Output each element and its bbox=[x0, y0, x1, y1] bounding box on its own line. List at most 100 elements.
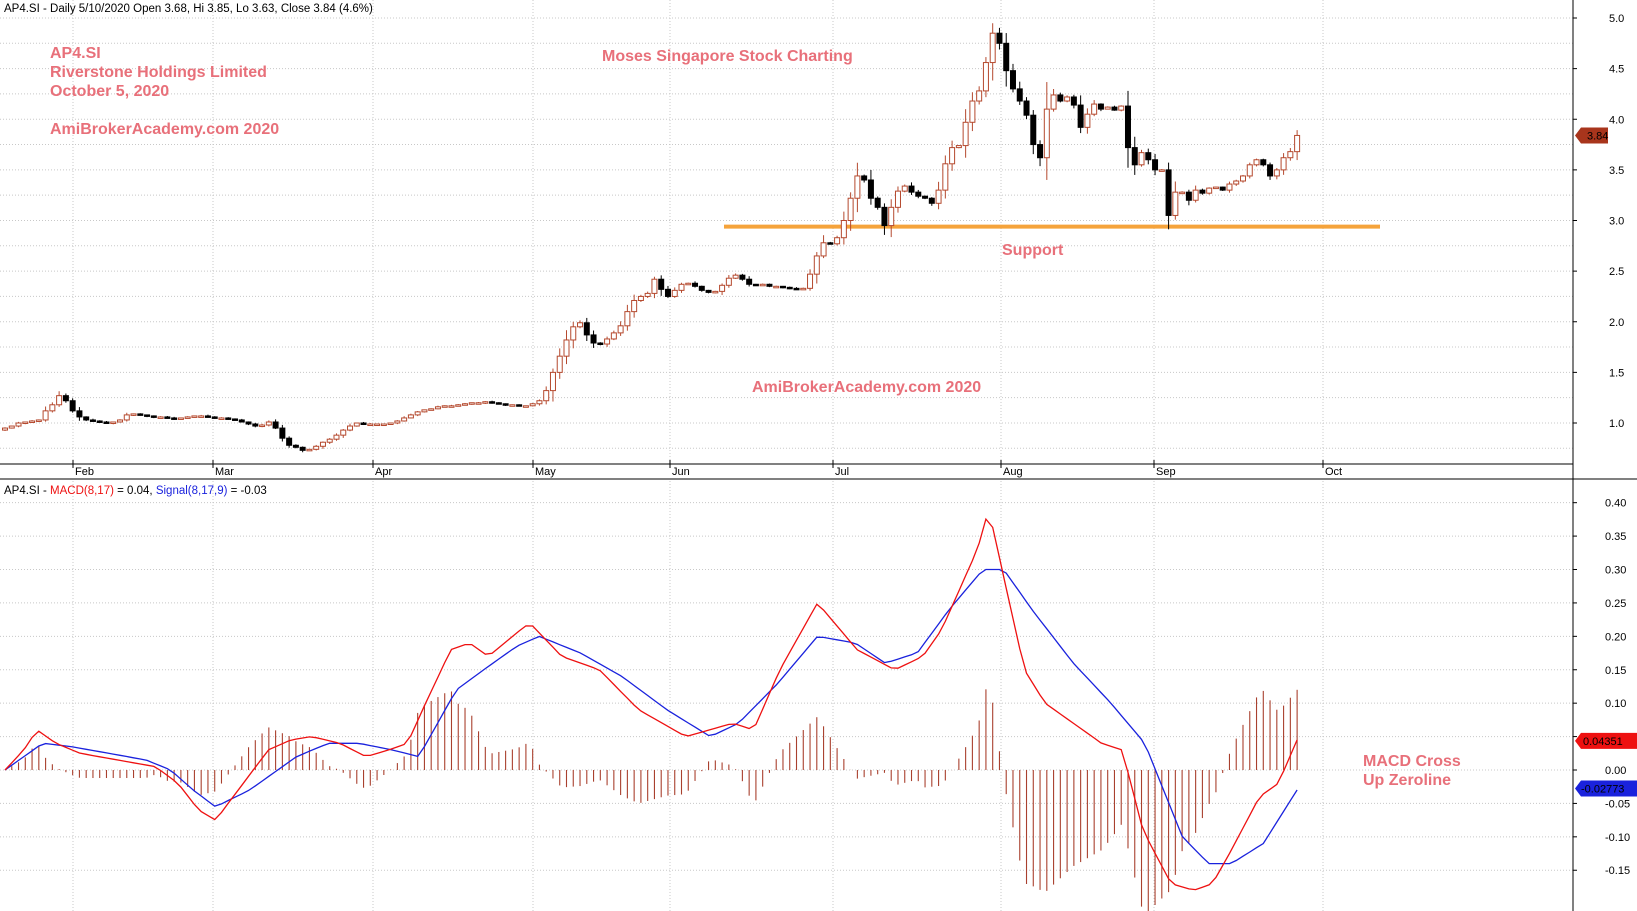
candle bbox=[631, 294, 638, 318]
candlestick-series bbox=[2, 23, 1301, 453]
candle bbox=[164, 416, 171, 419]
candle bbox=[1077, 95, 1084, 134]
candle bbox=[1294, 130, 1301, 161]
candle bbox=[644, 291, 651, 298]
candle bbox=[935, 181, 942, 210]
price-y-tick-label: 4.0 bbox=[1609, 114, 1624, 126]
candle bbox=[76, 407, 83, 421]
candle bbox=[191, 415, 198, 418]
macd-y-tick-label: 0.25 bbox=[1605, 598, 1626, 610]
candle bbox=[786, 286, 793, 290]
candle bbox=[259, 423, 266, 428]
last-price-label: 3.84 bbox=[1587, 130, 1608, 142]
macd-header-signal-value: = -0.03 bbox=[227, 485, 266, 497]
macd-y-tick-label: 0.20 bbox=[1605, 631, 1626, 643]
signal-line bbox=[4, 568, 1298, 865]
candle bbox=[1097, 103, 1104, 112]
candle bbox=[1009, 63, 1016, 93]
candle bbox=[1185, 189, 1192, 206]
price-grid bbox=[0, 0, 1573, 464]
x-tick-label: Aug bbox=[1003, 466, 1023, 478]
macd-grid bbox=[0, 481, 1573, 911]
macd-y-tick-label: 0.40 bbox=[1605, 498, 1626, 510]
candle bbox=[198, 414, 205, 418]
candle bbox=[468, 402, 475, 405]
candle bbox=[583, 317, 590, 342]
price-header: AP4.SI - Daily 5/10/2020 Open 3.68, Hi 3… bbox=[4, 3, 373, 15]
candle bbox=[840, 211, 847, 245]
candle bbox=[502, 403, 509, 406]
candle bbox=[347, 423, 354, 432]
candle bbox=[1131, 136, 1138, 175]
macd-y-tick-label: 0.00 bbox=[1605, 765, 1626, 777]
candle bbox=[1070, 94, 1077, 109]
candle bbox=[908, 182, 915, 195]
candle bbox=[1152, 153, 1159, 176]
price-y-tick-label: 4.5 bbox=[1609, 64, 1624, 76]
x-tick-label: Mar bbox=[215, 466, 234, 478]
macd-y-tick-label: -0.15 bbox=[1605, 865, 1630, 877]
x-tick-label: Jun bbox=[672, 466, 690, 478]
candle bbox=[658, 275, 665, 296]
candle bbox=[834, 235, 841, 246]
candle bbox=[2, 427, 8, 431]
signal-value-label: -0.02773 bbox=[1581, 784, 1624, 796]
candle bbox=[678, 282, 685, 293]
candle bbox=[184, 416, 191, 419]
macd-y-tick-label: 0.15 bbox=[1605, 665, 1626, 677]
candle bbox=[326, 438, 333, 445]
candle bbox=[827, 241, 834, 245]
candle bbox=[874, 196, 881, 210]
candle bbox=[915, 189, 922, 199]
candle bbox=[96, 420, 103, 423]
candle bbox=[89, 418, 96, 422]
macd-y-tick-label: -0.05 bbox=[1605, 798, 1630, 810]
price-y-tick-label: 1.0 bbox=[1609, 418, 1624, 430]
candle bbox=[1064, 95, 1071, 103]
candle bbox=[434, 405, 441, 410]
price-y-tick-label: 3.0 bbox=[1609, 216, 1624, 228]
candle bbox=[664, 285, 671, 299]
candle bbox=[117, 419, 124, 423]
candle bbox=[238, 418, 245, 423]
candle bbox=[455, 404, 462, 407]
candle bbox=[1260, 158, 1267, 167]
candle bbox=[401, 416, 408, 422]
candle bbox=[171, 416, 178, 420]
candle bbox=[1118, 105, 1125, 112]
candle bbox=[299, 446, 306, 453]
candle bbox=[319, 441, 326, 449]
candle bbox=[380, 423, 387, 427]
candle bbox=[955, 145, 962, 149]
candle bbox=[22, 421, 29, 425]
candle bbox=[1043, 82, 1050, 180]
candle bbox=[732, 273, 739, 279]
candle bbox=[746, 276, 753, 287]
x-tick-label: Oct bbox=[1325, 466, 1342, 478]
annotation-ticker: AP4.SI bbox=[50, 45, 101, 62]
candle bbox=[1192, 185, 1199, 203]
annotation-macd-cross: MACD Cross bbox=[1363, 753, 1461, 770]
candle bbox=[888, 199, 895, 238]
candle bbox=[597, 342, 604, 346]
candle bbox=[15, 421, 22, 428]
candle bbox=[1111, 105, 1118, 111]
candle bbox=[1239, 174, 1246, 183]
candle bbox=[407, 413, 414, 419]
candle bbox=[1158, 168, 1165, 172]
candle bbox=[482, 401, 489, 404]
candle bbox=[1037, 140, 1044, 167]
candle bbox=[1246, 162, 1253, 179]
candle bbox=[462, 402, 469, 406]
candle bbox=[177, 417, 184, 420]
annotation-site-top: AmiBrokerAcademy.com 2020 bbox=[50, 121, 279, 138]
annotation-date: October 5, 2020 bbox=[50, 83, 169, 100]
candle bbox=[529, 403, 536, 407]
candle bbox=[123, 412, 130, 422]
candle bbox=[509, 404, 516, 407]
last-price-badge: 3.84 bbox=[1575, 127, 1608, 144]
candle bbox=[353, 422, 360, 427]
candle bbox=[1179, 191, 1186, 195]
price-y-tick-label: 2.0 bbox=[1609, 317, 1624, 329]
